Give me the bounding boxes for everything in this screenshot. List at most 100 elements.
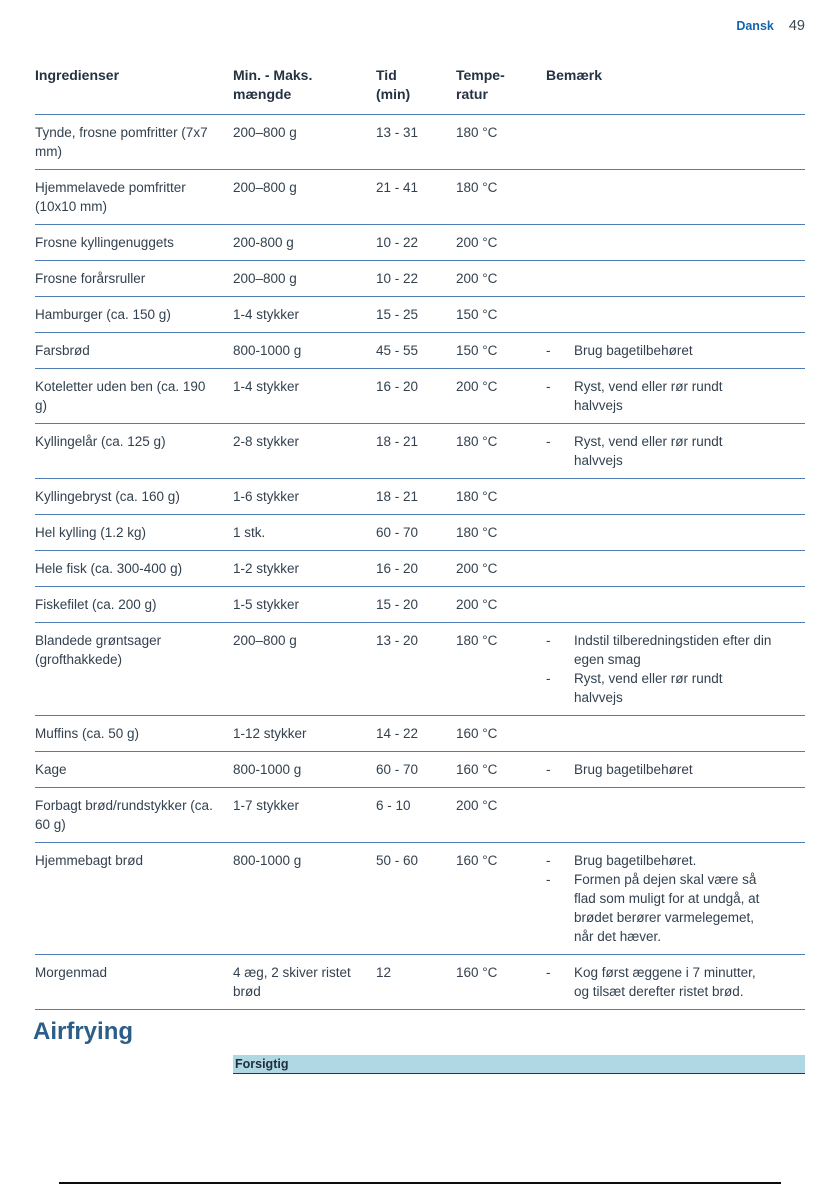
- amount-cell: 1-12 stykker: [233, 715, 376, 752]
- table-row: Farsbrød 800-1000 g 45 - 55 150 °C - Brug bag…: [35, 332, 805, 369]
- temperature-cell: 200 °C: [456, 550, 546, 587]
- ingredient-cell: Blandede grøntsager (grofthakkede): [35, 622, 233, 716]
- remark-dash: -: [546, 379, 551, 394]
- table-row: Kyllingelår (ca. 125 g) 2-8 stykker 18 - 2…: [35, 423, 805, 479]
- ingredient-cell: Kage: [35, 751, 233, 788]
- remarks-cell: [546, 114, 805, 170]
- amount-cell: 2-8 stykker: [233, 423, 376, 479]
- amount-cell: 200–800 g: [233, 169, 376, 225]
- table-row: Hjemmelavede pomfritter (10x10 mm) 200–80…: [35, 169, 805, 225]
- table-row: Hjemmebagt brød 800-1000 g 50 - 60 160 °C - B…: [35, 842, 805, 955]
- remarks-cell: [546, 787, 805, 843]
- table-row: Koteletter uden ben (ca. 190 g) 1-4 stykk…: [35, 368, 805, 424]
- amount-cell: 1-5 stykker: [233, 586, 376, 623]
- temperature-cell: 160 °C: [456, 715, 546, 752]
- remark-text: Ryst, vend eller rør rundt halvvejs: [574, 434, 723, 468]
- time-cell: 6 - 10: [376, 787, 456, 843]
- time-cell: 13 - 20: [376, 622, 456, 716]
- temperature-cell: 180 °C: [456, 478, 546, 515]
- remarks-cell: [546, 169, 805, 225]
- ingredient-cell: Koteletter uden ben (ca. 190 g): [35, 368, 233, 424]
- remarks-cell: - Brug bagetilbehøret: [546, 751, 805, 788]
- remark-text: Ryst, vend eller rør rundt halvvejs: [574, 379, 723, 413]
- time-cell: 50 - 60: [376, 842, 456, 955]
- section-title: Airfrying: [33, 1018, 134, 1045]
- header-amount: Min. - Maks. mængde: [233, 66, 376, 115]
- amount-cell: 1-4 stykker: [233, 368, 376, 424]
- time-cell: 13 - 31: [376, 114, 456, 170]
- amount-cell: 1-6 stykker: [233, 478, 376, 515]
- ingredient-cell: Hele fisk (ca. 300-400 g): [35, 550, 233, 587]
- remark-dash: -: [546, 762, 551, 777]
- ingredient-cell: Kyllingebryst (ca. 160 g): [35, 478, 233, 515]
- time-cell: 60 - 70: [376, 514, 456, 551]
- temperature-cell: 180 °C: [456, 114, 546, 170]
- cooking-table: Ingredienser Min. - Maks. mængde Tid (mi…: [35, 66, 805, 1010]
- ingredient-cell: Kyllingelår (ca. 125 g): [35, 423, 233, 479]
- ingredient-cell: Tynde, frosne pomfritter (7x7 mm): [35, 114, 233, 170]
- time-cell: 21 - 41: [376, 169, 456, 225]
- table-row: Kage 800-1000 g 60 - 70 160 °C - Brug bagetil…: [35, 751, 805, 788]
- table-header-row: Ingredienser Min. - Maks. mængde Tid (mi…: [35, 66, 805, 115]
- ingredient-cell: Frosne forårsruller: [35, 260, 233, 297]
- time-cell: 16 - 20: [376, 550, 456, 587]
- header-time: Tid (min): [376, 66, 456, 115]
- time-cell: 15 - 20: [376, 586, 456, 623]
- remarks-cell: [546, 478, 805, 515]
- remark-dash: -: [546, 872, 551, 887]
- remark-dash: -: [546, 965, 551, 980]
- cooking-table-wrapper: Ingredienser Min. - Maks. mængde Tid (mi…: [35, 66, 805, 1010]
- table-row: Tynde, frosne pomfritter (7x7 mm) 200–800…: [35, 114, 805, 170]
- time-cell: 12: [376, 954, 456, 1010]
- remarks-cell: - Brug bagetilbehøret. - Formen på dejen sk…: [546, 842, 805, 955]
- remark-text: Formen på dejen skal være så flad som mu…: [574, 872, 760, 944]
- remark-item: - Ryst, vend eller rør rundt halvvejs: [546, 432, 797, 470]
- time-cell: 16 - 20: [376, 368, 456, 424]
- remarks-cell: [546, 586, 805, 623]
- temperature-cell: 200 °C: [456, 787, 546, 843]
- caution-label: Forsigtig: [235, 1057, 289, 1071]
- amount-cell: 800-1000 g: [233, 842, 376, 955]
- amount-cell: 800-1000 g: [233, 332, 376, 369]
- table-row: Morgenmad 4 æg, 2 skiver ristet brød 12 160…: [35, 954, 805, 1010]
- remarks-cell: [546, 296, 805, 333]
- page-number: 49: [788, 18, 805, 34]
- remark-dash: -: [546, 633, 551, 648]
- table-row: Hel kylling (1.2 kg) 1 stk. 60 - 70 180 °C: [35, 514, 805, 551]
- remarks-cell: - Ryst, vend eller rør rundt halvvejs: [546, 423, 805, 479]
- remarks-cell: - Brug bagetilbehøret: [546, 332, 805, 369]
- ingredient-cell: Farsbrød: [35, 332, 233, 369]
- remark-dash: -: [546, 434, 551, 449]
- header-remarks: Bemærk: [546, 66, 805, 115]
- table-row: Hamburger (ca. 150 g) 1-4 stykker 15 - 25 1…: [35, 296, 805, 333]
- amount-cell: 1-2 stykker: [233, 550, 376, 587]
- table-row: Frosne kyllingenuggets 200-800 g 10 - 22 20…: [35, 224, 805, 261]
- temperature-cell: 180 °C: [456, 514, 546, 551]
- remarks-cell: [546, 260, 805, 297]
- amount-cell: 200-800 g: [233, 224, 376, 261]
- amount-cell: 1-4 stykker: [233, 296, 376, 333]
- remark-dash: -: [546, 853, 551, 868]
- temperature-cell: 200 °C: [456, 368, 546, 424]
- remarks-cell: [546, 224, 805, 261]
- time-cell: 14 - 22: [376, 715, 456, 752]
- remark-item: - Brug bagetilbehøret: [546, 341, 797, 360]
- time-cell: 18 - 21: [376, 478, 456, 515]
- ingredient-cell: Fiskefilet (ca. 200 g): [35, 586, 233, 623]
- table-row: Hele fisk (ca. 300-400 g) 1-2 stykker 16 -…: [35, 550, 805, 587]
- ingredient-cell: Hjemmebagt brød: [35, 842, 233, 955]
- time-cell: 10 - 22: [376, 260, 456, 297]
- table-row: Muffins (ca. 50 g) 1-12 stykker 14 - 22 160…: [35, 715, 805, 752]
- ingredient-cell: Hel kylling (1.2 kg): [35, 514, 233, 551]
- time-cell: 60 - 70: [376, 751, 456, 788]
- temperature-cell: 180 °C: [456, 622, 546, 716]
- remark-item: - Brug bagetilbehøret.: [546, 851, 797, 870]
- temperature-cell: 150 °C: [456, 332, 546, 369]
- temperature-cell: 200 °C: [456, 260, 546, 297]
- ingredient-cell: Muffins (ca. 50 g): [35, 715, 233, 752]
- temperature-cell: 150 °C: [456, 296, 546, 333]
- remark-text: Brug bagetilbehøret: [574, 343, 693, 358]
- caution-bar: Forsigtig: [233, 1055, 805, 1074]
- remarks-cell: - Ryst, vend eller rør rundt halvvejs: [546, 368, 805, 424]
